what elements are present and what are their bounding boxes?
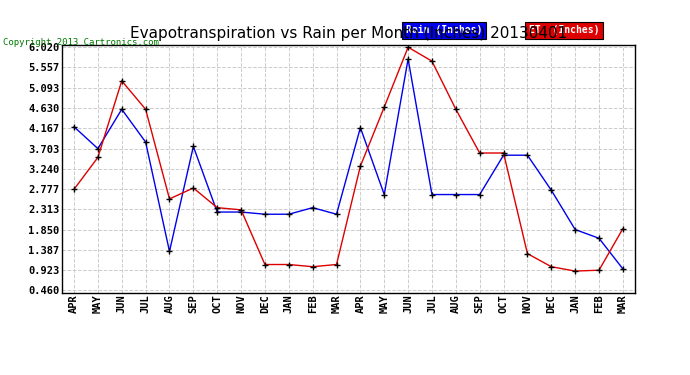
Text: Copyright 2013 Cartronics.com: Copyright 2013 Cartronics.com	[3, 38, 159, 47]
Title: Evapotranspiration vs Rain per Month (Inches) 20130401: Evapotranspiration vs Rain per Month (In…	[130, 26, 567, 41]
Text: ET  (Inches): ET (Inches)	[529, 25, 600, 35]
Text: Rain (Inches): Rain (Inches)	[406, 25, 482, 35]
